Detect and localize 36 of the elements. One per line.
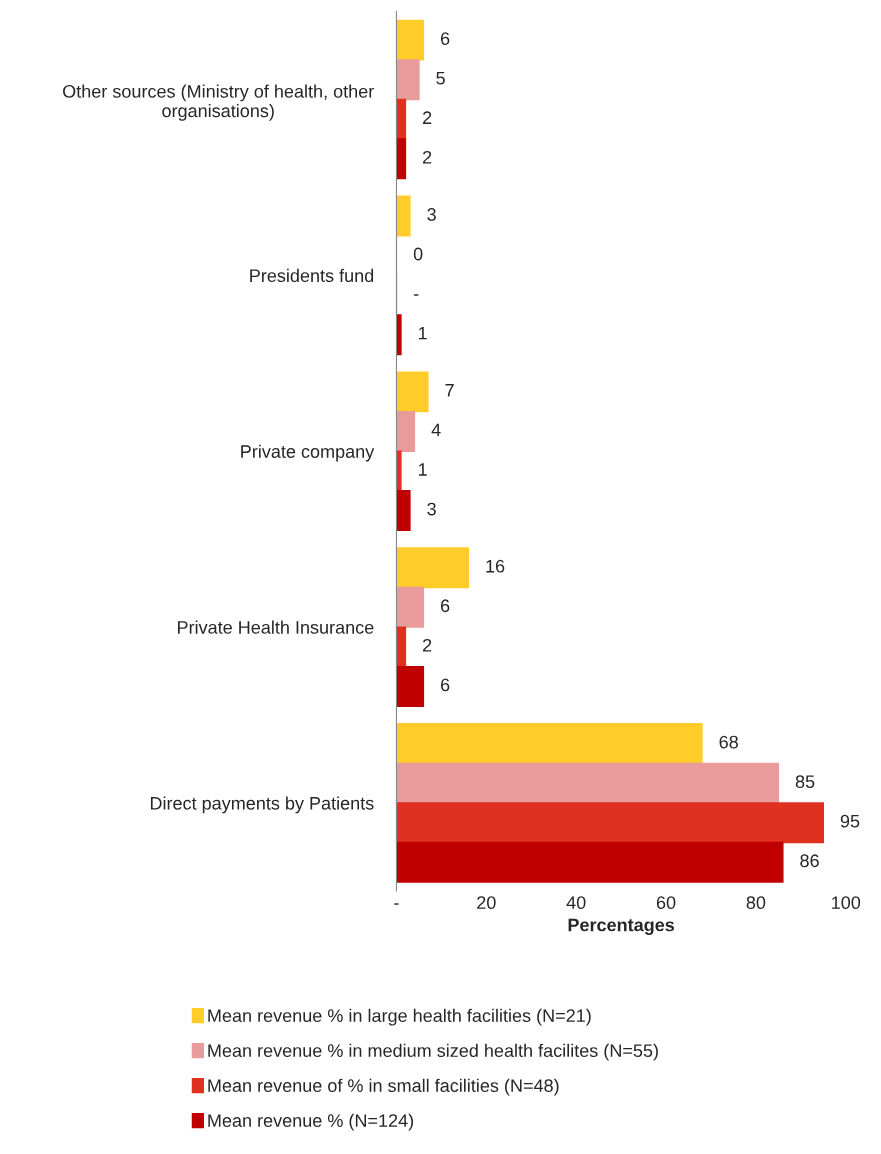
data-label: 5 (436, 71, 445, 85)
y-tick-label: Private company (241, 444, 375, 462)
legend-label: Mean revenue % in medium sized health facilites (N=55) (208, 1043, 658, 1061)
legend-label: Mean revenue % (N=124) (208, 1113, 414, 1131)
data-label: 0 (413, 247, 423, 261)
x-axis-title: Percentages (568, 918, 675, 935)
data-label: 4 (431, 423, 441, 437)
y-tick-label: Private Health Insurance (178, 620, 374, 634)
data-label: 3 (427, 208, 436, 221)
data-label: 2 (423, 111, 432, 124)
x-tick-label: 60 (656, 896, 676, 910)
data-label: 6 (440, 32, 450, 45)
data-label: 16 (486, 559, 505, 573)
y-tick-label: Direct payments by Patients (150, 796, 374, 814)
data-label: 6 (440, 678, 450, 692)
data-label: 1 (418, 326, 427, 340)
x-tick-label: 100 (832, 896, 861, 910)
data-label: 6 (440, 599, 450, 613)
data-label: - (413, 294, 419, 296)
data-label: 1 (418, 463, 427, 476)
data-label: 85 (795, 775, 815, 789)
data-label: 2 (423, 150, 432, 164)
data-label: 95 (840, 814, 860, 828)
x-tick-label: - (394, 903, 399, 905)
x-tick-label: 80 (746, 896, 766, 910)
data-label: 3 (427, 502, 436, 516)
data-label: 68 (719, 735, 738, 749)
data-label: 86 (800, 854, 819, 868)
legend-label: Mean revenue of % in small facilities (N=48) (208, 1078, 559, 1096)
legend-label: Mean revenue % in large health facilities (N=21) (208, 1008, 591, 1026)
data-label: 2 (423, 638, 432, 652)
y-tick-label: Presidents fund (250, 268, 374, 283)
x-tick-label: 40 (566, 896, 586, 910)
data-label: 7 (445, 384, 454, 397)
y-tick-label: Other sources (Ministry of health, other organisations) (63, 84, 374, 121)
x-tick-label: 20 (477, 896, 496, 910)
